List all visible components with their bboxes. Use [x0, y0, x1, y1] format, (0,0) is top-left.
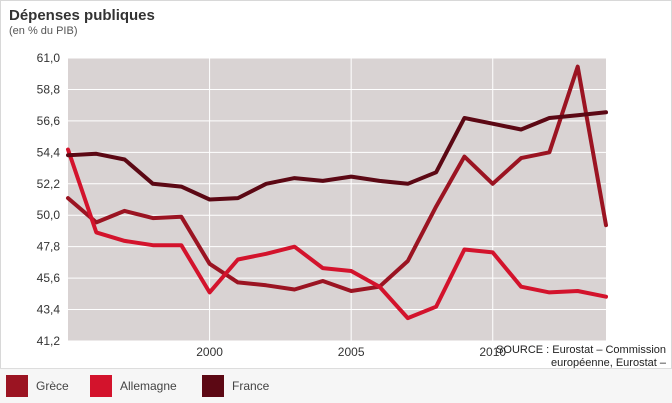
legend-item-allemagne: Allemagne — [90, 375, 177, 397]
x-tick-label: 2010 — [479, 345, 506, 359]
legend-label-france: France — [232, 379, 270, 393]
y-tick-label: 50,0 — [37, 208, 61, 222]
y-tick-label: 61,0 — [37, 51, 61, 65]
y-tick-label: 52,2 — [37, 177, 61, 191]
y-tick-label: 43,4 — [37, 303, 61, 317]
legend: Grèce Allemagne France — [0, 368, 672, 403]
legend-item-grece: Grèce — [6, 375, 69, 397]
series-line-3 — [66, 110, 608, 202]
legend-label-allemagne: Allemagne — [120, 379, 177, 393]
legend-label-grece: Grèce — [36, 379, 69, 393]
y-tick-label: 45,6 — [37, 271, 61, 285]
x-tick-label: 2005 — [338, 345, 365, 359]
legend-swatch-grece — [6, 375, 28, 397]
legend-item-france: France — [202, 375, 269, 397]
legend-swatch-france — [202, 375, 224, 397]
plot-area — [68, 58, 606, 341]
series-line-1 — [66, 64, 608, 293]
y-tick-label: 47,8 — [37, 240, 61, 254]
chart-subtitle: (en % du PIB) — [9, 25, 78, 37]
y-tick-label: 58,8 — [37, 82, 61, 96]
chart-title: Dépenses publiques — [9, 7, 155, 24]
y-tick-label: 56,6 — [37, 114, 61, 128]
y-tick-label: 41,2 — [37, 334, 61, 348]
y-tick-label: 54,4 — [37, 145, 61, 159]
x-tick-label: 2000 — [196, 345, 223, 359]
legend-swatch-allemagne — [90, 375, 112, 397]
series-line-2 — [66, 147, 608, 321]
